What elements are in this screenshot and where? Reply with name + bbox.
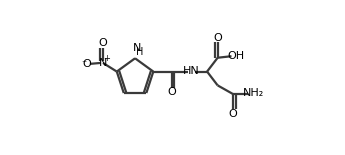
- Text: O: O: [213, 33, 222, 43]
- Text: O: O: [99, 38, 107, 48]
- Text: HN: HN: [183, 66, 200, 76]
- Text: N: N: [132, 43, 141, 53]
- Text: +: +: [103, 54, 110, 63]
- Text: O: O: [83, 59, 92, 69]
- Text: OH: OH: [227, 51, 244, 61]
- Text: O: O: [229, 109, 237, 119]
- Text: N: N: [99, 58, 107, 68]
- Text: H: H: [136, 47, 144, 57]
- Text: O: O: [167, 87, 176, 97]
- Text: ⁻: ⁻: [81, 59, 86, 69]
- Text: NH₂: NH₂: [243, 89, 264, 98]
